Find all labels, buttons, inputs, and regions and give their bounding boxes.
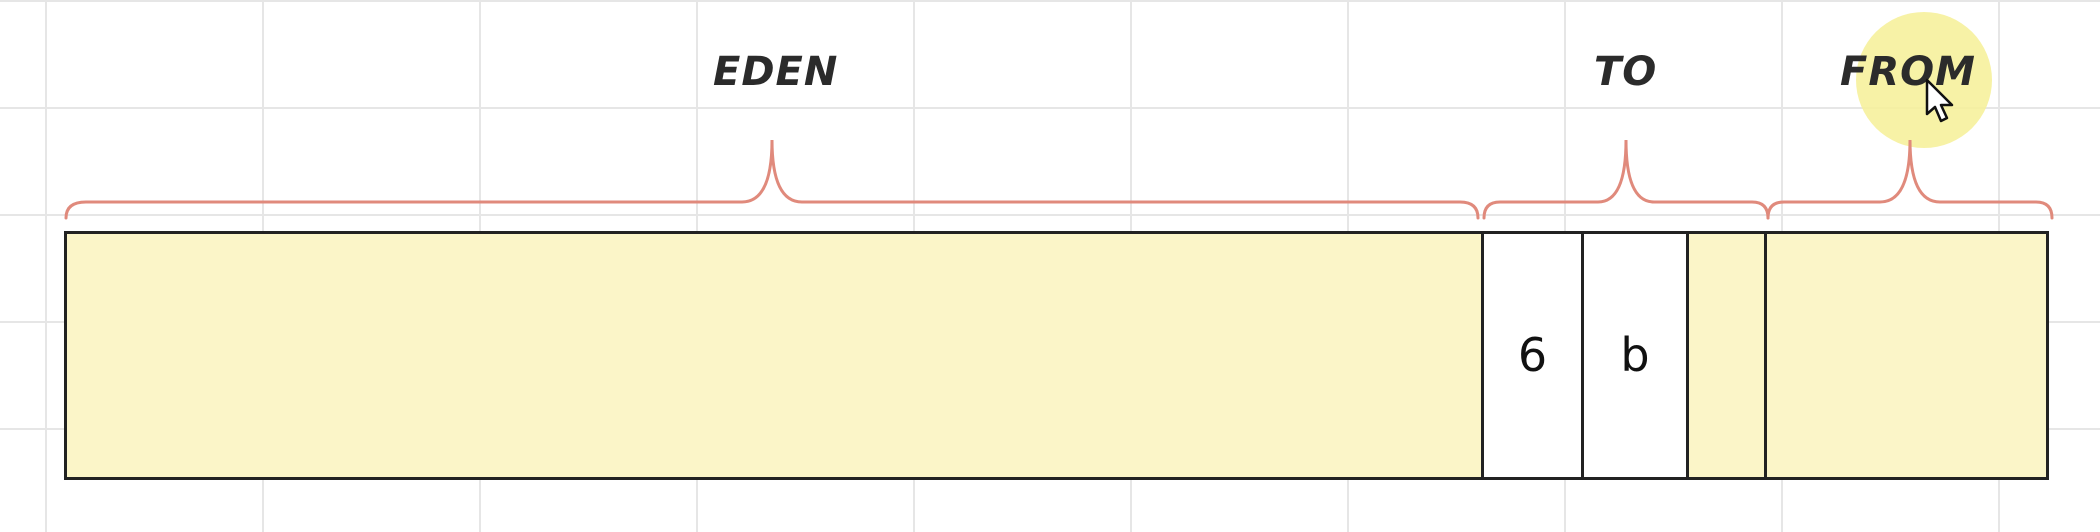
region-label-eden: EDEN [713, 49, 839, 95]
region-label-from: FROM [1840, 49, 1976, 95]
brace-eden [64, 139, 1480, 220]
brace-from [1766, 139, 2054, 220]
to-space-remainder [1686, 231, 1767, 480]
memory-bar [64, 231, 2049, 480]
object-cell-2 [1581, 231, 1689, 480]
mouse-cursor-icon [1925, 78, 1954, 123]
region-label-to: TO [1594, 49, 1658, 95]
cursor-highlight [1856, 12, 1992, 148]
object-cell-2-text: b [1620, 328, 1650, 382]
brace-to [1482, 139, 1770, 220]
object-cell-1-text: 6 [1517, 328, 1548, 382]
